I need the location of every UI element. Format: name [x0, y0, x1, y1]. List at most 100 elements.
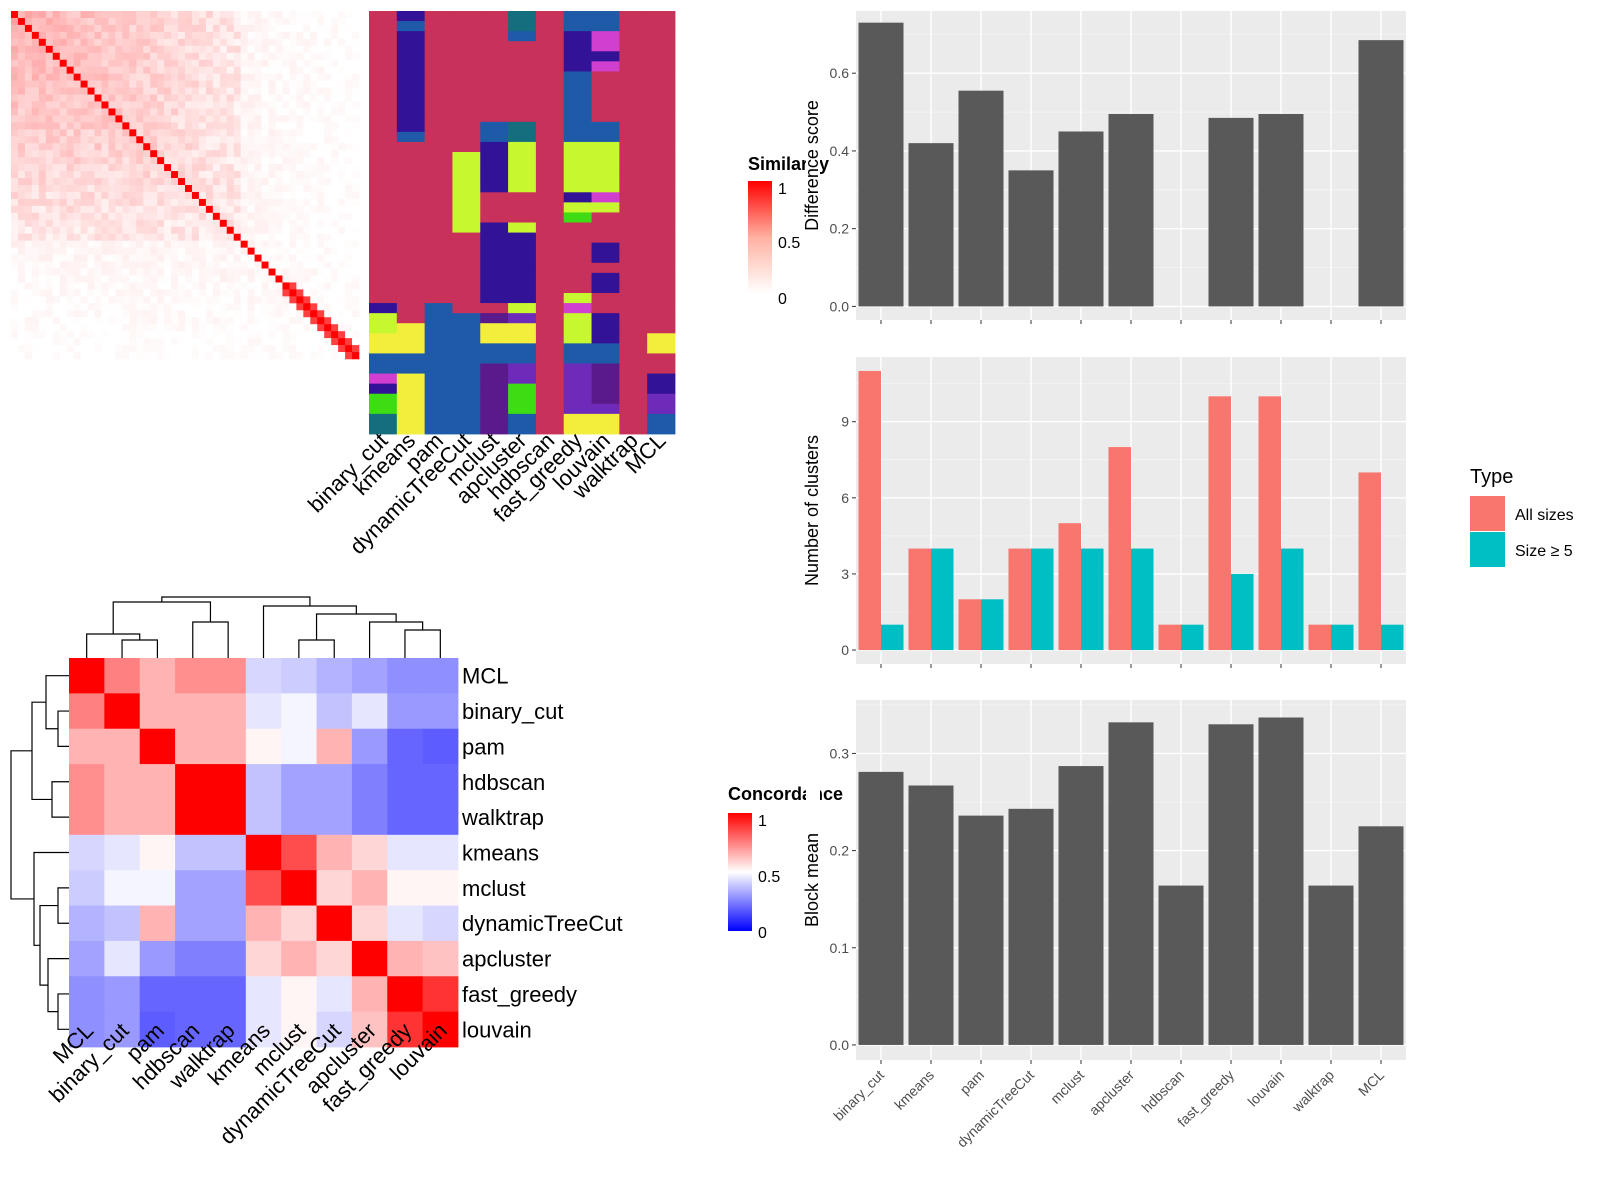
- similarity-cell: [240, 338, 248, 346]
- similarity-cell: [129, 317, 137, 325]
- similarity-cell: [80, 345, 88, 353]
- similarity-cell: [289, 108, 297, 116]
- similarity-cell: [87, 136, 95, 144]
- similarity-cell: [108, 73, 116, 81]
- similarity-cell: [73, 150, 81, 158]
- similarity-cell: [17, 331, 26, 339]
- similarity-cell: [136, 122, 144, 130]
- similarity-cell: [101, 233, 109, 241]
- similarity-cell: [178, 233, 186, 241]
- concordance-cell: [387, 940, 424, 977]
- similarity-cell: [31, 38, 40, 47]
- similarity-cell: [331, 198, 339, 207]
- membership-cell: [424, 131, 453, 143]
- similarity-cell: [247, 219, 255, 228]
- similarity-cell: [212, 254, 221, 262]
- similarity-cell: [185, 115, 193, 123]
- similarity-cell: [171, 191, 179, 200]
- membership-cell: [369, 202, 398, 213]
- membership-cell: [369, 343, 398, 354]
- similarity-cell: [185, 178, 193, 186]
- similarity-cell: [275, 157, 283, 165]
- similarity-cell: [31, 59, 40, 67]
- membership-cell: [647, 333, 676, 344]
- concordance-cell: [69, 728, 105, 765]
- similarity-cell: [191, 205, 200, 214]
- membership-cell: [563, 152, 592, 163]
- similarity-cell: [226, 73, 235, 81]
- similarity-cell: [171, 129, 179, 137]
- similarity-cell: [24, 317, 33, 325]
- similarity-cell: [59, 52, 67, 61]
- similarity-cell: [317, 289, 325, 297]
- similarity-cell: [164, 254, 172, 262]
- similarity-cell: [198, 268, 207, 276]
- similarity-cell: [108, 101, 116, 109]
- similarity-cell: [282, 52, 290, 61]
- similarity-cell: [324, 185, 332, 193]
- dendrogram-branch: [121, 639, 159, 658]
- similarity-cell: [317, 52, 325, 61]
- membership-cell: [591, 212, 620, 223]
- similarity-cell: [345, 24, 353, 33]
- similarity-cell: [178, 178, 186, 186]
- similarity-cell: [268, 45, 276, 54]
- similarity-cell: [296, 275, 304, 283]
- similarity-cell: [157, 136, 165, 144]
- similarity-cell: [219, 17, 228, 26]
- similarity-cell: [108, 345, 116, 353]
- similarity-cell: [191, 219, 200, 228]
- similarity-cell: [338, 164, 346, 172]
- similarity-cell: [191, 101, 200, 109]
- similarity-cell: [205, 331, 214, 339]
- similarity-cell: [310, 247, 318, 255]
- similarity-cell: [52, 191, 61, 200]
- similarity-cell: [303, 157, 311, 165]
- similarity-cell: [324, 136, 332, 144]
- similarity-cell: [233, 94, 241, 102]
- concordance-cell: [422, 693, 459, 730]
- similarity-cell: [240, 150, 248, 158]
- similarity-cell: [233, 185, 241, 193]
- similarity-cell: [87, 178, 95, 186]
- similarity-cell: [45, 247, 54, 255]
- similarity-cell: [164, 261, 172, 269]
- similarity-cell: [254, 129, 262, 137]
- similarity-cell: [38, 157, 47, 165]
- similarity-cell: [108, 261, 116, 269]
- membership-cell: [369, 51, 398, 62]
- similarity-cell: [240, 247, 248, 255]
- similarity-cell: [282, 233, 290, 241]
- similarity-cell: [338, 310, 346, 318]
- similarity-cell: [150, 178, 158, 186]
- similarity-cell: [254, 289, 262, 297]
- similarity-cell: [11, 178, 19, 186]
- membership-cell: [480, 413, 509, 425]
- similarity-cell: [338, 317, 346, 325]
- similarity-cell: [261, 275, 269, 283]
- similarity-cell: [87, 66, 95, 74]
- similarity-cell: [31, 24, 40, 33]
- similarity-cell: [80, 191, 88, 200]
- similarity-cell: [198, 115, 207, 123]
- similarity-cell: [219, 45, 228, 54]
- membership-cell: [508, 252, 537, 264]
- similarity-cell: [289, 94, 297, 102]
- similarity-cell: [178, 38, 186, 47]
- similarity-cell: [143, 87, 151, 95]
- membership-cell: [619, 141, 648, 153]
- similarity-cell: [212, 324, 221, 332]
- bar: [1108, 722, 1154, 1045]
- similarity-cell: [11, 150, 19, 158]
- similarity-cell: [115, 108, 123, 116]
- similarity-cell: [296, 87, 304, 95]
- similarity-cell: [331, 108, 339, 116]
- similarity-cell: [324, 289, 332, 297]
- similarity-cell: [352, 17, 360, 26]
- membership-cell: [369, 212, 398, 223]
- similarity-cell: [219, 254, 228, 262]
- similarity-cell: [254, 317, 262, 325]
- similarity-cell: [143, 38, 151, 47]
- similarity-cell: [310, 268, 318, 276]
- similarity-cell: [219, 66, 228, 74]
